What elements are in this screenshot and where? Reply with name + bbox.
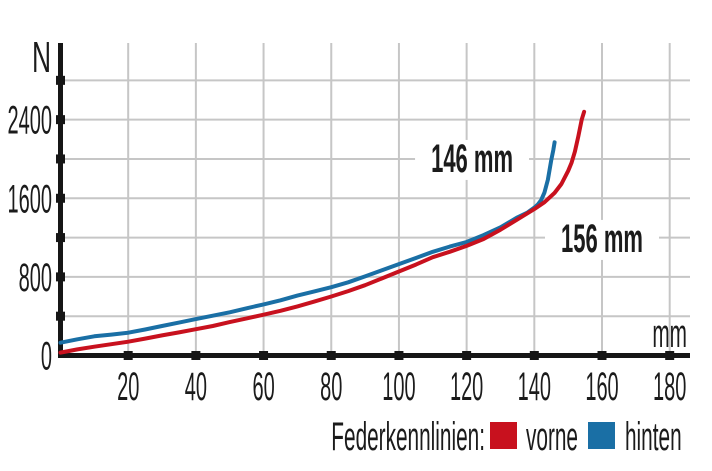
series-line-vorne: [58, 109, 587, 355]
annotation-label-0: 146 mm: [431, 136, 513, 181]
x-axis-tick-180: [665, 351, 675, 360]
y-axis-unit-label: N: [32, 32, 51, 82]
x-tick-label-100: 100: [382, 363, 415, 409]
legend-swatch-vorne: [490, 422, 517, 449]
x-tick-label-40: 40: [185, 363, 207, 409]
y-axis-tick-1600: [56, 193, 65, 203]
x-tick-label-180: 180: [653, 363, 686, 409]
x-tick-label-60: 60: [252, 363, 274, 409]
y-axis-tick-2800: [56, 75, 65, 85]
y-axis-tick-800: [56, 272, 65, 282]
x-tick-label-160: 160: [585, 363, 618, 409]
legend-label-vorne: vorne: [526, 414, 578, 459]
x-tick-label-80: 80: [320, 363, 342, 409]
x-axis-unit-label: mm: [652, 311, 687, 356]
y-tick-label-800: 800: [19, 254, 52, 300]
y-axis-tick-400: [56, 311, 65, 321]
y-axis-tick-2000: [56, 154, 65, 164]
y-tick-label-1600: 1600: [8, 176, 52, 222]
x-tick-label-120: 120: [450, 363, 483, 409]
y-axis-tick-2400: [56, 115, 65, 125]
x-axis-tick-160: [597, 351, 607, 360]
annotation-halo-0: [415, 139, 530, 180]
y-axis-tick-1200: [56, 233, 65, 243]
y-tick-label-0: 0: [41, 333, 52, 379]
legend-swatch-hinten: [588, 422, 615, 449]
x-axis-tick-140: [529, 351, 539, 360]
annotation-halo-1: [545, 219, 660, 260]
x-tick-label-20: 20: [117, 363, 139, 409]
x-axis-tick-80: [326, 351, 336, 360]
legend-label-hinten: hinten: [625, 414, 682, 459]
y-tick-label-2400: 2400: [8, 97, 52, 143]
x-axis-tick-120: [462, 351, 472, 360]
x-axis-tick-60: [259, 351, 269, 360]
x-axis-tick-20: [123, 351, 133, 360]
legend-title: Federkennlinien:: [331, 414, 485, 459]
x-axis-tick-40: [191, 351, 201, 360]
x-axis-tick-100: [394, 351, 404, 360]
x-tick-label-140: 140: [518, 363, 551, 409]
annotation-label-1: 156 mm: [561, 216, 643, 261]
